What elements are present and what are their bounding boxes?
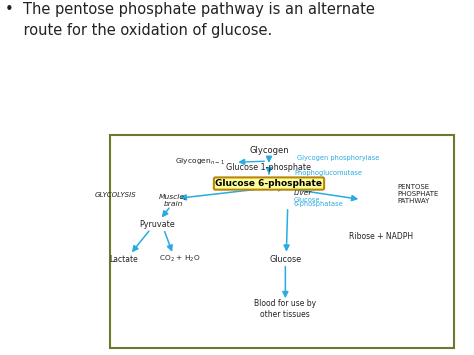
Text: Phophoglucomutase: Phophoglucomutase (295, 170, 363, 176)
Text: Glucose 1-phosphate: Glucose 1-phosphate (227, 163, 311, 173)
Text: Glucose: Glucose (269, 255, 301, 264)
Text: Glycogen phosphorylase: Glycogen phosphorylase (297, 155, 379, 161)
Text: Liver: Liver (294, 191, 312, 196)
Text: •  The pentose phosphate pathway is an alternate
    route for the oxidation of : • The pentose phosphate pathway is an al… (5, 2, 374, 38)
Text: Ribose + NADPH: Ribose + NADPH (349, 232, 413, 241)
Text: Glycogen$_{n-1}$: Glycogen$_{n-1}$ (175, 157, 225, 167)
Text: Lactate: Lactate (109, 255, 138, 264)
Text: Glucose 6-phosphate: Glucose 6-phosphate (216, 179, 322, 188)
Text: Glycogen: Glycogen (249, 146, 289, 155)
Text: Glucose: Glucose (294, 197, 320, 203)
Text: Pyruvate: Pyruvate (139, 220, 174, 229)
FancyBboxPatch shape (110, 135, 454, 348)
Text: PENTOSE
PHOSPHATE
PATHWAY: PENTOSE PHOSPHATE PATHWAY (398, 184, 439, 204)
Text: CO$_2$ + H$_2$O: CO$_2$ + H$_2$O (159, 254, 201, 264)
Text: 6-phosphatase: 6-phosphatase (294, 201, 344, 207)
Text: GLYCOLYSIS: GLYCOLYSIS (95, 192, 137, 198)
Text: Blood for use by
other tissues: Blood for use by other tissues (254, 299, 317, 318)
Text: Muscle,
brain: Muscle, brain (159, 194, 187, 207)
